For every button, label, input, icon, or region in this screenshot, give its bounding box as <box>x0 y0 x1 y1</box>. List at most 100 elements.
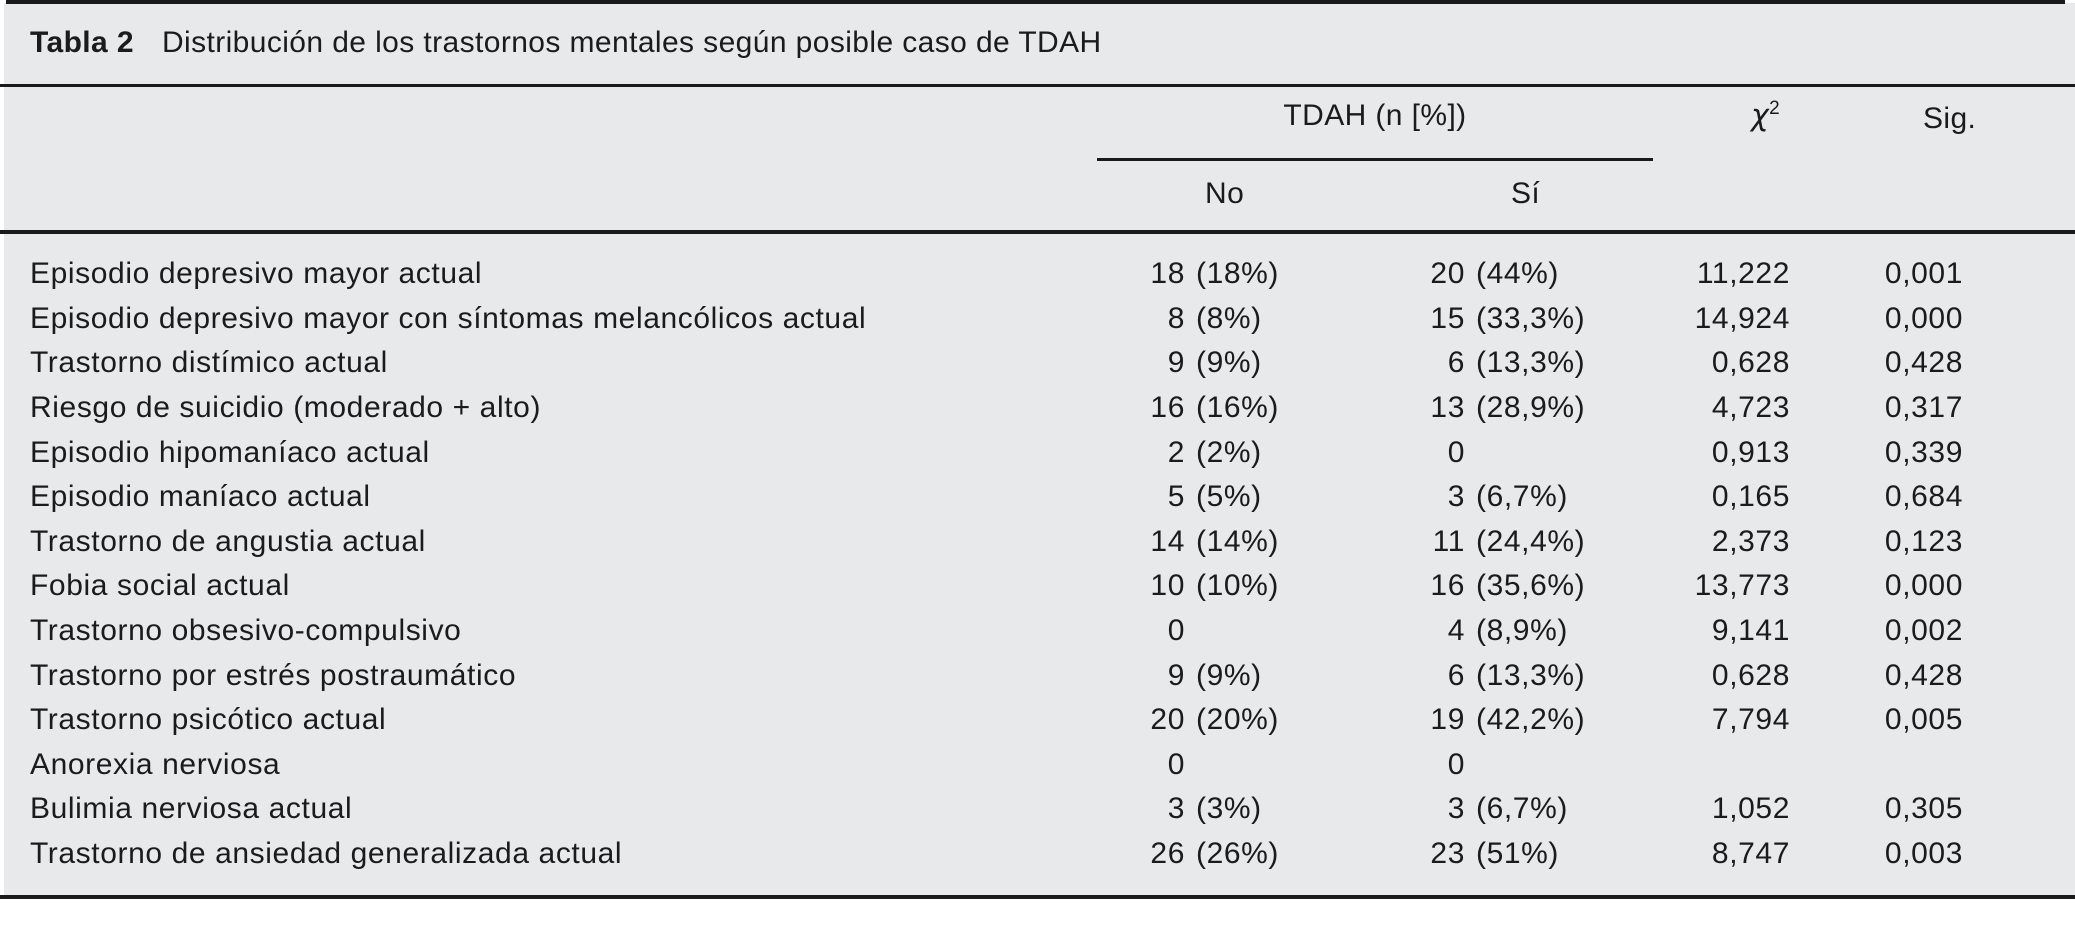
table-title: Tabla 2 Distribución de los trastornos me… <box>30 26 1102 60</box>
table-caption: Distribución de los trastornos mentales … <box>161 26 1102 59</box>
cell-sig: 0,684 <box>1884 480 1963 514</box>
table-row: Trastorno obsesivo-compulsivo 0 4 (8,9%)… <box>0 609 2075 654</box>
cell-tdah-no-percent: (5%) <box>1196 480 1262 514</box>
cell-tdah-no-percent: (18%) <box>1196 257 1280 291</box>
cell-chi-squared: 0,913 <box>1711 435 1790 469</box>
column-header-no: No <box>1205 177 1245 210</box>
divider-below-title <box>0 84 2075 87</box>
cell-tdah-no-count: 9 <box>1167 346 1185 380</box>
row-label: Fobia social actual <box>30 569 290 603</box>
cell-sig: 0,428 <box>1884 658 1963 692</box>
cell-sig: 0,002 <box>1884 614 1963 648</box>
cell-tdah-si-percent: (33,3%) <box>1476 301 1586 335</box>
table-row: Episodio maníaco actual 5 (5%) 3 (6,7%) … <box>0 475 2075 520</box>
table-row: Trastorno por estrés postraumático 9 (9%… <box>0 653 2075 698</box>
cell-chi-squared: 0,628 <box>1711 346 1790 380</box>
divider-below-header <box>0 230 2075 234</box>
table-row: Episodio depresivo mayor con síntomas me… <box>0 297 2075 342</box>
cell-tdah-si-percent: (24,4%) <box>1476 524 1586 558</box>
row-label: Episodio depresivo mayor con síntomas me… <box>30 301 867 335</box>
table-row: Anorexia nerviosa 0 0 <box>0 743 2075 788</box>
cell-tdah-no-percent: (10%) <box>1196 569 1280 603</box>
cell-tdah-si-percent: (8,9%) <box>1476 614 1568 648</box>
table-row: Episodio hipomaníaco actual 2 (2%) 0 0,9… <box>0 430 2075 475</box>
cell-chi-squared: 9,141 <box>1711 614 1790 648</box>
cell-tdah-si-percent: (6,7%) <box>1476 480 1568 514</box>
cell-tdah-no-count: 10 <box>1150 569 1185 603</box>
cell-tdah-no-count: 20 <box>1150 703 1185 737</box>
cell-tdah-si-count: 23 <box>1430 837 1465 871</box>
cell-tdah-no-count: 16 <box>1150 391 1185 425</box>
cell-tdah-si-count: 11 <box>1432 524 1465 558</box>
page-top-rule <box>6 0 2065 4</box>
cell-chi-squared: 0,165 <box>1711 480 1790 514</box>
cell-tdah-no-percent: (20%) <box>1196 703 1280 737</box>
cell-tdah-si-percent: (42,2%) <box>1476 703 1586 737</box>
cell-tdah-si-percent: (13,3%) <box>1476 346 1586 380</box>
row-label: Bulimia nerviosa actual <box>30 792 353 826</box>
table-row: Trastorno de ansiedad generalizada actua… <box>0 832 2075 877</box>
table-row: Fobia social actual 10 (10%) 16 (35,6%) … <box>0 564 2075 609</box>
cell-chi-squared: 13,773 <box>1694 569 1790 603</box>
table-row: Bulimia nerviosa actual 3 (3%) 3 (6,7%) … <box>0 787 2075 832</box>
cell-tdah-si-count: 3 <box>1447 480 1465 514</box>
cell-chi-squared: 8,747 <box>1711 837 1790 871</box>
tdah-spanner-rule <box>1097 158 1653 161</box>
column-header-si: Sí <box>1511 177 1541 210</box>
row-label: Episodio maníaco actual <box>30 480 371 514</box>
cell-sig: 0,339 <box>1884 435 1963 469</box>
row-label: Trastorno de angustia actual <box>30 524 426 558</box>
cell-tdah-no-count: 0 <box>1167 614 1185 648</box>
cell-tdah-no-count: 8 <box>1167 301 1185 335</box>
cell-sig: 0,003 <box>1884 837 1963 871</box>
table-number-label: Tabla 2 <box>30 26 134 59</box>
row-label: Episodio hipomaníaco actual <box>30 435 430 469</box>
cell-tdah-si-count: 13 <box>1430 391 1465 425</box>
cell-tdah-si-percent: (35,6%) <box>1476 569 1586 603</box>
cell-tdah-no-count: 0 <box>1167 747 1185 781</box>
cell-sig: 0,000 <box>1884 569 1963 603</box>
cell-tdah-si-count: 16 <box>1430 569 1465 603</box>
cell-chi-squared: 14,924 <box>1694 301 1790 335</box>
cell-tdah-no-count: 2 <box>1167 435 1185 469</box>
cell-tdah-si-count: 20 <box>1430 257 1465 291</box>
cell-tdah-si-count: 19 <box>1430 703 1465 737</box>
cell-tdah-si-percent: (44%) <box>1476 257 1560 291</box>
chi-exponent: 2 <box>1769 98 1781 119</box>
cell-tdah-no-percent: (3%) <box>1196 792 1262 826</box>
cell-tdah-si-count: 6 <box>1447 346 1465 380</box>
cell-tdah-no-percent: (14%) <box>1196 524 1280 558</box>
cell-tdah-si-count: 6 <box>1447 658 1465 692</box>
cell-sig: 0,428 <box>1884 346 1963 380</box>
divider-table-bottom <box>0 895 2075 899</box>
column-header-tdah-span: TDAH (n [%]) <box>1283 99 1467 132</box>
cell-tdah-no-percent: (8%) <box>1196 301 1262 335</box>
row-label: Riesgo de suicidio (moderado + alto) <box>30 391 542 425</box>
cell-tdah-no-count: 9 <box>1167 658 1185 692</box>
cell-sig: 0,001 <box>1884 257 1963 291</box>
cell-tdah-no-count: 18 <box>1150 257 1185 291</box>
cell-tdah-si-percent: (13,3%) <box>1476 658 1586 692</box>
cell-sig: 0,005 <box>1884 703 1963 737</box>
table-row: Trastorno psicótico actual 20 (20%) 19 (… <box>0 698 2075 743</box>
row-label: Trastorno psicótico actual <box>30 703 387 737</box>
cell-tdah-no-count: 26 <box>1150 837 1185 871</box>
cell-sig: 0,317 <box>1884 391 1963 425</box>
row-label: Trastorno distímico actual <box>30 346 388 380</box>
table-row: Riesgo de suicidio (moderado + alto) 16 … <box>0 386 2075 431</box>
cell-tdah-si-percent: (51%) <box>1476 837 1560 871</box>
cell-chi-squared: 2,373 <box>1711 524 1790 558</box>
column-header-sig: Sig. <box>1923 102 1977 135</box>
cell-sig: 0,000 <box>1884 301 1963 335</box>
cell-tdah-si-count: 3 <box>1447 792 1465 826</box>
cell-tdah-no-count: 5 <box>1167 480 1185 514</box>
table-body: Episodio depresivo mayor actual 18 (18%)… <box>0 252 2075 876</box>
table-row: Trastorno de angustia actual 14 (14%) 11… <box>0 520 2075 565</box>
cell-chi-squared: 1,052 <box>1711 792 1790 826</box>
cell-tdah-no-percent: (9%) <box>1196 658 1262 692</box>
cell-tdah-si-percent: (28,9%) <box>1476 391 1586 425</box>
cell-tdah-no-count: 14 <box>1150 524 1185 558</box>
cell-tdah-no-percent: (26%) <box>1196 837 1280 871</box>
cell-tdah-si-count: 0 <box>1447 747 1465 781</box>
cell-tdah-si-percent: (6,7%) <box>1476 792 1568 826</box>
